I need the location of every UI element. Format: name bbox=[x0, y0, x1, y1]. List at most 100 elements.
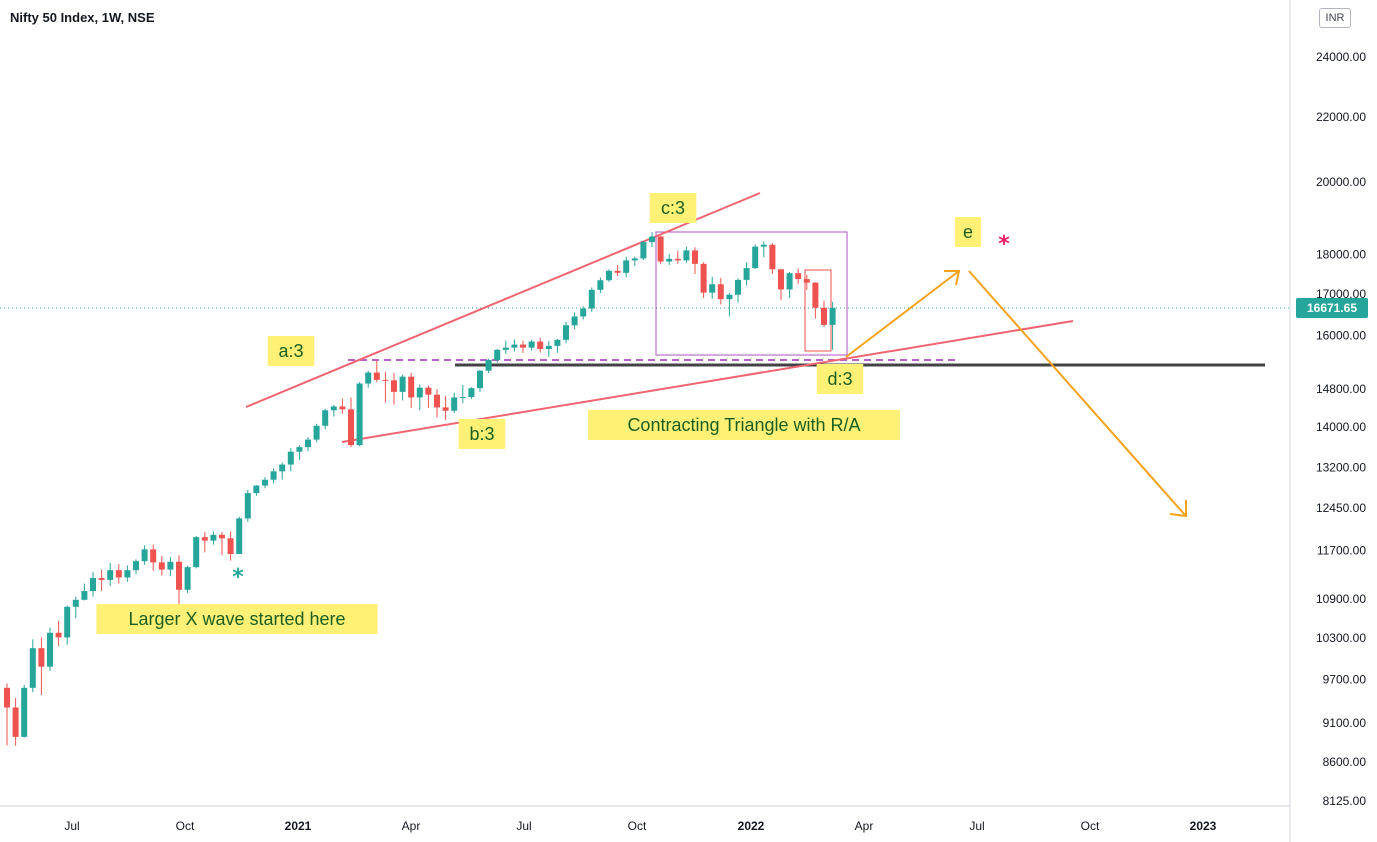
price-axis[interactable]: 24000.00 22000.00 20000.00 18000.00 17000.00… bbox=[1316, 50, 1366, 808]
projection-up-arrow[interactable] bbox=[845, 270, 960, 358]
label-a3[interactable]: a:3 bbox=[267, 336, 315, 366]
candle[interactable] bbox=[588, 287, 595, 312]
candle[interactable] bbox=[408, 373, 415, 408]
candle[interactable] bbox=[442, 396, 449, 420]
candle[interactable] bbox=[305, 437, 311, 452]
candle[interactable] bbox=[356, 382, 363, 447]
time-axis[interactable]: Jul Oct 2021 Apr Jul Oct 2022 Apr Jul Oct 2023 bbox=[64, 819, 1216, 833]
candle[interactable] bbox=[81, 583, 88, 601]
candle[interactable] bbox=[38, 637, 45, 696]
candle[interactable] bbox=[502, 340, 509, 354]
candle[interactable] bbox=[640, 241, 647, 260]
candle[interactable] bbox=[425, 385, 432, 408]
candle[interactable] bbox=[563, 321, 569, 343]
candle[interactable] bbox=[339, 398, 346, 414]
candle[interactable] bbox=[279, 462, 286, 480]
candle[interactable] bbox=[219, 531, 225, 556]
candle[interactable] bbox=[726, 293, 733, 317]
candle[interactable] bbox=[812, 282, 819, 319]
candle[interactable] bbox=[829, 302, 836, 350]
candle[interactable] bbox=[382, 371, 389, 403]
candle[interactable] bbox=[64, 605, 71, 645]
candle[interactable] bbox=[150, 544, 157, 571]
candle[interactable] bbox=[55, 620, 62, 647]
candle[interactable] bbox=[29, 639, 36, 693]
candle[interactable] bbox=[700, 262, 707, 298]
candle[interactable] bbox=[760, 241, 767, 258]
candle[interactable] bbox=[554, 338, 561, 353]
candle[interactable] bbox=[692, 247, 698, 274]
upper-trendline[interactable] bbox=[245, 192, 761, 408]
candle[interactable] bbox=[597, 277, 604, 294]
candle[interactable] bbox=[12, 697, 19, 746]
candle[interactable] bbox=[606, 269, 612, 282]
candle[interactable] bbox=[631, 256, 638, 267]
candle[interactable] bbox=[133, 559, 139, 574]
candle[interactable] bbox=[330, 405, 337, 417]
candle[interactable] bbox=[477, 369, 483, 392]
candle[interactable] bbox=[735, 278, 741, 303]
label-b3[interactable]: b:3 bbox=[458, 419, 506, 449]
candle[interactable] bbox=[21, 684, 28, 738]
candle[interactable] bbox=[227, 531, 234, 561]
candle[interactable] bbox=[485, 358, 492, 374]
candle[interactable] bbox=[717, 277, 724, 305]
candle[interactable] bbox=[399, 374, 406, 401]
candle[interactable] bbox=[795, 268, 802, 284]
candle[interactable] bbox=[451, 392, 458, 414]
candle[interactable] bbox=[743, 262, 750, 286]
candle[interactable] bbox=[158, 555, 165, 576]
candle[interactable] bbox=[296, 445, 303, 460]
candle[interactable] bbox=[623, 256, 630, 278]
candle[interactable] bbox=[348, 397, 354, 448]
label-larger-x-wave[interactable]: Larger X wave started here bbox=[96, 604, 378, 634]
candle[interactable] bbox=[210, 531, 217, 545]
label-e[interactable]: e bbox=[954, 217, 982, 247]
candle[interactable] bbox=[674, 250, 681, 264]
candle[interactable] bbox=[193, 535, 200, 569]
candle[interactable] bbox=[528, 339, 535, 351]
candle[interactable] bbox=[821, 300, 827, 327]
label-contracting-triangle[interactable]: Contracting Triangle with R/A bbox=[588, 410, 900, 440]
candle[interactable] bbox=[468, 387, 475, 399]
label-c3[interactable]: c:3 bbox=[649, 193, 697, 223]
candle[interactable] bbox=[752, 244, 759, 269]
candle[interactable] bbox=[167, 557, 174, 577]
candle[interactable] bbox=[107, 562, 114, 587]
projection-down-arrow[interactable] bbox=[968, 270, 1186, 516]
label-d3[interactable]: d:3 bbox=[816, 364, 864, 394]
candle[interactable] bbox=[666, 254, 673, 265]
candle[interactable] bbox=[184, 565, 191, 593]
candle[interactable] bbox=[201, 531, 208, 553]
candle[interactable] bbox=[580, 306, 587, 320]
candle[interactable] bbox=[115, 564, 122, 584]
candle[interactable] bbox=[709, 276, 716, 299]
candle[interactable] bbox=[778, 269, 784, 300]
candle[interactable] bbox=[459, 384, 466, 404]
candle[interactable] bbox=[90, 571, 96, 597]
candle[interactable] bbox=[520, 340, 526, 353]
candle[interactable] bbox=[313, 423, 320, 443]
candle[interactable] bbox=[545, 341, 552, 357]
candle[interactable] bbox=[72, 596, 79, 619]
candle[interactable] bbox=[236, 516, 243, 555]
candle[interactable] bbox=[365, 370, 372, 388]
candle[interactable] bbox=[416, 384, 423, 411]
candle[interactable] bbox=[270, 468, 277, 484]
candle[interactable] bbox=[511, 339, 518, 352]
candle[interactable] bbox=[683, 246, 690, 263]
candle[interactable] bbox=[176, 555, 182, 607]
candle[interactable] bbox=[494, 348, 501, 363]
candle[interactable] bbox=[769, 243, 776, 274]
candle[interactable] bbox=[649, 232, 655, 248]
candle[interactable] bbox=[124, 565, 131, 582]
candle[interactable] bbox=[244, 489, 251, 522]
candle[interactable] bbox=[803, 274, 810, 290]
candle[interactable] bbox=[4, 683, 10, 746]
candle[interactable] bbox=[262, 477, 268, 489]
candle[interactable] bbox=[614, 264, 621, 276]
candle[interactable] bbox=[98, 569, 105, 592]
candle[interactable] bbox=[657, 235, 664, 265]
candle[interactable] bbox=[322, 408, 329, 430]
